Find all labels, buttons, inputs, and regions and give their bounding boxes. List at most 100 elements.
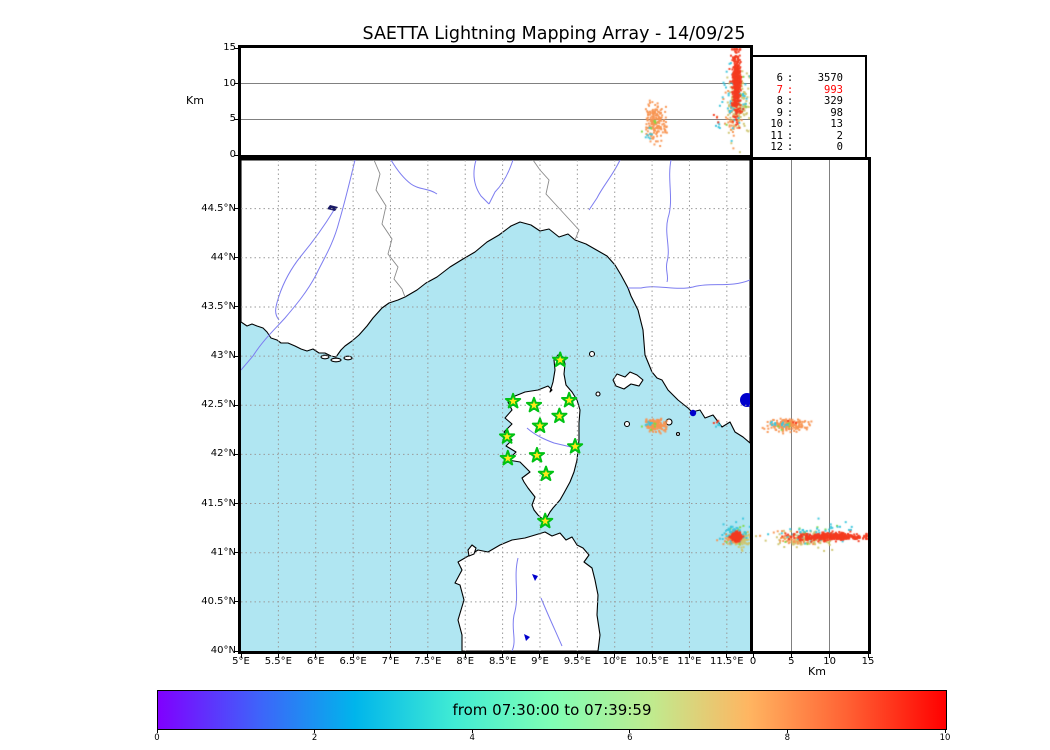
alt-right-tick-label: 5 <box>788 656 795 667</box>
tick-mark <box>315 654 317 658</box>
stats-source-count: 2 <box>836 129 843 142</box>
lon-tick-label: 8°E <box>456 656 475 667</box>
scatter-canvas-top <box>241 48 750 155</box>
scatter-canvas-right <box>753 160 868 651</box>
lon-tick-label: 10°E <box>602 656 627 667</box>
tick-mark <box>726 654 728 658</box>
lat-tick-label: 41.5°N <box>201 497 236 509</box>
lat-tick-label: 40°N <box>210 645 236 656</box>
tick-mark <box>539 654 541 658</box>
altitude-latitude-panel <box>750 157 871 654</box>
alt-tick-label: 0 <box>229 149 236 160</box>
lon-tick-label: 10.5°E <box>635 656 669 667</box>
tick-mark <box>234 257 238 259</box>
tick-mark <box>234 503 238 505</box>
time-colorbar: from 07:30:00 to 07:39:59 <box>157 690 947 730</box>
tick-mark <box>651 654 653 658</box>
tick-mark <box>867 654 869 658</box>
stats-colon: : <box>786 141 794 153</box>
colorbar-tick-label: 0 <box>154 733 160 743</box>
tick-mark <box>234 453 238 455</box>
stats-row: 12: 0 <box>753 141 865 154</box>
alt-tick-label: 5 <box>229 113 236 125</box>
altitude-longitude-panel <box>238 45 753 158</box>
stations-count-stats-box: 6: 3570 7: 993 8: 329 9: 98 10: 13 11: 2 12: 0 <box>751 55 867 173</box>
tick-mark <box>156 729 158 733</box>
stats-station-count: 9 <box>776 106 783 119</box>
tick-mark <box>234 208 238 210</box>
lon-tick-label: 7.5°E <box>414 656 442 667</box>
stats-colon: : <box>786 118 794 130</box>
stats-colon: : <box>786 95 794 107</box>
stats-row: 8: 329 <box>753 95 865 108</box>
alt-tick-label: 10 <box>223 77 236 89</box>
stats-source-count: 13 <box>830 118 843 130</box>
tick-mark <box>234 404 238 406</box>
lat-tick-label: 41°N <box>210 546 236 558</box>
tick-mark <box>786 729 788 733</box>
colorbar-tick-label: 10 <box>939 733 951 743</box>
tick-mark <box>234 552 238 554</box>
lat-tick-label: 42°N <box>210 448 236 460</box>
stats-colon: : <box>786 83 794 96</box>
figure-title: SAETTA Lightning Mapping Array - 14/09/2… <box>362 24 746 44</box>
stats-row: 7: 993 <box>753 83 865 97</box>
tick-mark <box>234 154 238 156</box>
stats-source-count: 329 <box>824 95 843 107</box>
stats-station-count: 12 <box>770 141 783 153</box>
stats-row: 9: 98 <box>753 106 865 120</box>
tick-mark <box>234 47 238 49</box>
tick-mark <box>234 601 238 603</box>
lon-tick-label: 11°E <box>677 656 702 667</box>
altitude-axis-label-right: Km <box>808 665 826 678</box>
lat-tick-label: 43.5°N <box>201 300 236 312</box>
tick-mark <box>752 654 754 658</box>
tick-mark <box>471 729 473 733</box>
lat-tick-label: 44°N <box>210 251 236 263</box>
lon-tick-label: 6°E <box>306 656 325 667</box>
lon-tick-label: 11.5°E <box>710 656 744 667</box>
tick-mark <box>389 654 391 658</box>
alt-right-tick-label: 10 <box>823 656 837 667</box>
tick-mark <box>464 654 466 658</box>
stats-source-count: 0 <box>836 141 843 153</box>
colorbar-tick-label: 4 <box>469 733 475 743</box>
tick-mark <box>234 118 238 120</box>
stats-row: 11: 2 <box>753 129 865 143</box>
stats-station-count: 8 <box>776 95 783 107</box>
tick-mark <box>277 654 279 658</box>
tick-mark <box>829 654 831 658</box>
tick-mark <box>688 654 690 658</box>
alt-right-tick-label: 15 <box>861 656 875 667</box>
lat-tick-label: 44.5°N <box>201 202 236 214</box>
tick-mark <box>790 654 792 658</box>
stats-station-count: 7 <box>776 83 783 96</box>
lon-tick-label: 9°E <box>531 656 549 667</box>
colorbar-time-label: from 07:30:00 to 07:39:59 <box>452 701 652 719</box>
lon-tick-label: 5.5°E <box>264 656 292 667</box>
stats-source-count: 3570 <box>817 72 843 84</box>
tick-mark <box>234 83 238 85</box>
tick-mark <box>314 729 316 733</box>
lon-tick-label: 5°E <box>232 656 250 667</box>
map-panel <box>238 157 754 654</box>
stats-row: 10: 13 <box>753 118 865 131</box>
tick-mark <box>944 729 946 733</box>
lon-tick-label: 9.5°E <box>563 656 591 667</box>
lon-tick-label: 6.5°E <box>339 656 367 667</box>
lon-tick-label: 8.5°E <box>488 656 517 667</box>
stats-station-count: 10 <box>770 118 783 130</box>
tick-mark <box>352 654 354 658</box>
stats-colon: : <box>786 129 794 142</box>
tick-mark <box>240 654 242 658</box>
stats-source-count: 993 <box>824 83 843 96</box>
tick-mark <box>427 654 429 658</box>
lon-tick-label: 7°E <box>381 656 400 667</box>
tick-mark <box>234 355 238 357</box>
stats-station-count: 11 <box>770 129 783 142</box>
tick-mark <box>502 654 504 658</box>
tick-mark <box>576 654 578 658</box>
stats-row: 6: 3570 <box>753 72 865 85</box>
alt-right-tick-label: 0 <box>749 656 757 667</box>
